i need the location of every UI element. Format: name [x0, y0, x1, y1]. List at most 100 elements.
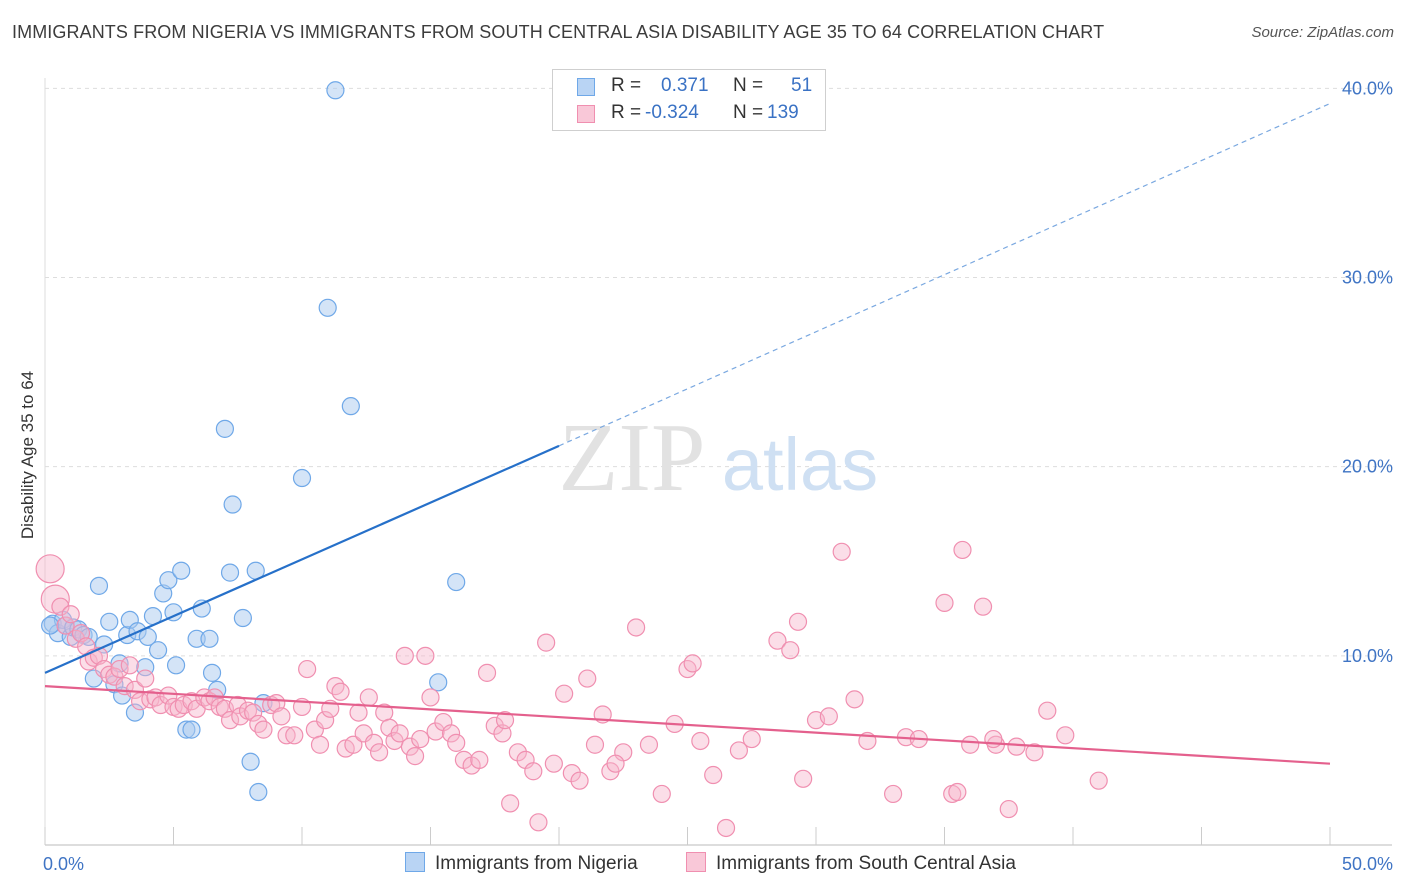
- data-point-south-central-asia: [390, 724, 409, 743]
- tick-labels: 10.0% 20.0% 30.0% 40.0% 0.0% 50.0%: [43, 78, 1393, 874]
- data-point-south-central-asia: [652, 784, 671, 804]
- data-point-south-central-asia: [1025, 743, 1044, 762]
- data-point-south-central-asia: [683, 654, 702, 673]
- axes: [44, 78, 1392, 846]
- data-point-south-central-asia: [984, 729, 1003, 749]
- trend-lines: [44, 102, 1331, 765]
- y-tick-label: 30.0%: [1342, 268, 1393, 288]
- data-point-south-central-asia: [570, 771, 589, 790]
- data-point-south-central-asia: [470, 750, 489, 769]
- data-point-south-central-asia: [66, 629, 85, 648]
- data-point-south-central-asia: [125, 680, 145, 699]
- data-point-south-central-asia: [537, 633, 556, 652]
- legend-item-south-central-asia: Immigrants from South Central Asia: [686, 852, 1016, 875]
- data-point-south-central-asia: [529, 813, 548, 832]
- data-point-south-central-asia: [228, 695, 247, 715]
- data-point-south-central-asia: [220, 711, 240, 730]
- data-point-south-central-asia: [416, 646, 435, 665]
- data-point-nigeria: [233, 608, 252, 628]
- data-point-south-central-asia: [35, 554, 65, 584]
- data-point-south-central-asia: [953, 540, 972, 560]
- data-point-south-central-asia: [544, 754, 563, 773]
- data-point-south-central-asia: [159, 686, 178, 705]
- data-point-south-central-asia: [845, 690, 864, 709]
- data-point-south-central-asia: [788, 612, 808, 631]
- data-point-nigeria: [341, 397, 360, 416]
- data-point-nigeria: [202, 663, 222, 682]
- legend-swatch-pink: [686, 852, 706, 872]
- data-point-south-central-asia: [411, 729, 430, 749]
- data-point-south-central-asia: [973, 597, 993, 616]
- data-point-south-central-asia: [501, 794, 520, 813]
- data-point-south-central-asia: [405, 746, 425, 766]
- data-point-south-central-asia: [935, 593, 954, 612]
- stats-legend: R = 0.371 N = 51 R = -0.324 N = 139: [552, 69, 826, 131]
- data-point-south-central-asia: [781, 641, 800, 660]
- data-point-nigeria: [89, 576, 109, 595]
- data-point-south-central-asia: [578, 669, 597, 688]
- watermark: ZIP atlas: [559, 404, 879, 512]
- data-point-south-central-asia: [1007, 737, 1026, 756]
- data-point-south-central-asia: [359, 688, 378, 707]
- data-point-south-central-asia: [272, 707, 291, 726]
- legend-n-label: N =: [733, 75, 764, 96]
- data-point-nigeria: [220, 563, 240, 582]
- data-point-south-central-asia: [585, 735, 605, 754]
- data-point-south-central-asia: [477, 663, 497, 682]
- data-point-nigeria: [429, 673, 448, 692]
- data-point-south-central-asia: [562, 764, 581, 783]
- data-point-south-central-asia: [344, 735, 363, 754]
- data-point-south-central-asia: [51, 597, 70, 616]
- data-point-south-central-asia: [1056, 726, 1075, 745]
- y-axis-label: Disability Age 35 to 64: [18, 370, 37, 540]
- data-point-south-central-asia: [447, 733, 466, 752]
- data-point-south-central-asia: [331, 682, 350, 701]
- data-point-nigeria: [41, 616, 60, 635]
- data-point-south-central-asia: [370, 743, 389, 762]
- data-point-south-central-asia: [95, 659, 114, 679]
- series-south-central-asia-points: [35, 540, 1108, 838]
- data-point-south-central-asia: [485, 716, 504, 735]
- watermark-zip: ZIP: [559, 404, 706, 512]
- data-point-south-central-asia: [716, 818, 736, 838]
- data-point-south-central-asia: [626, 618, 646, 637]
- data-point-nigeria: [125, 703, 145, 722]
- data-point-south-central-asia: [249, 714, 268, 734]
- legend-label-south-central-asia: Immigrants from South Central Asia: [716, 853, 1016, 874]
- data-point-south-central-asia: [493, 724, 512, 743]
- data-point-south-central-asia: [883, 784, 903, 804]
- data-point-nigeria: [292, 468, 312, 488]
- legend-r-label: R =: [611, 75, 642, 96]
- data-point-south-central-asia: [508, 743, 527, 762]
- data-point-south-central-asia: [426, 722, 445, 741]
- legend-r-label: R =: [611, 102, 642, 123]
- data-point-south-central-asia: [678, 659, 697, 679]
- watermark-atlas: atlas: [722, 423, 878, 506]
- data-point-south-central-asia: [310, 735, 330, 754]
- data-point-south-central-asia: [742, 729, 761, 749]
- data-point-nigeria: [172, 561, 191, 580]
- data-point-south-central-asia: [316, 711, 335, 730]
- data-point-nigeria: [447, 572, 466, 592]
- series-nigeria-points: [41, 81, 466, 802]
- data-point-south-central-asia: [110, 659, 129, 679]
- data-point-nigeria: [148, 641, 168, 660]
- data-point-south-central-asia: [832, 542, 851, 561]
- data-point-south-central-asia: [999, 799, 1018, 819]
- legend-n-value: 51: [791, 75, 813, 96]
- trend-line-nigeria-extension: [558, 102, 1331, 447]
- data-point-south-central-asia: [400, 737, 420, 756]
- data-point-nigeria: [215, 419, 234, 438]
- data-point-south-central-asia: [136, 669, 155, 688]
- data-point-nigeria: [182, 720, 201, 739]
- data-point-south-central-asia: [691, 731, 710, 751]
- data-point-south-central-asia: [421, 688, 440, 707]
- data-point-south-central-asia: [704, 765, 723, 785]
- legend-n-value: 139: [767, 102, 799, 123]
- data-point-south-central-asia: [1038, 701, 1057, 720]
- data-point-south-central-asia: [254, 720, 273, 739]
- legend-swatch-blue: [405, 852, 425, 872]
- data-point-nigeria: [223, 495, 242, 514]
- data-point-south-central-asia: [285, 726, 304, 745]
